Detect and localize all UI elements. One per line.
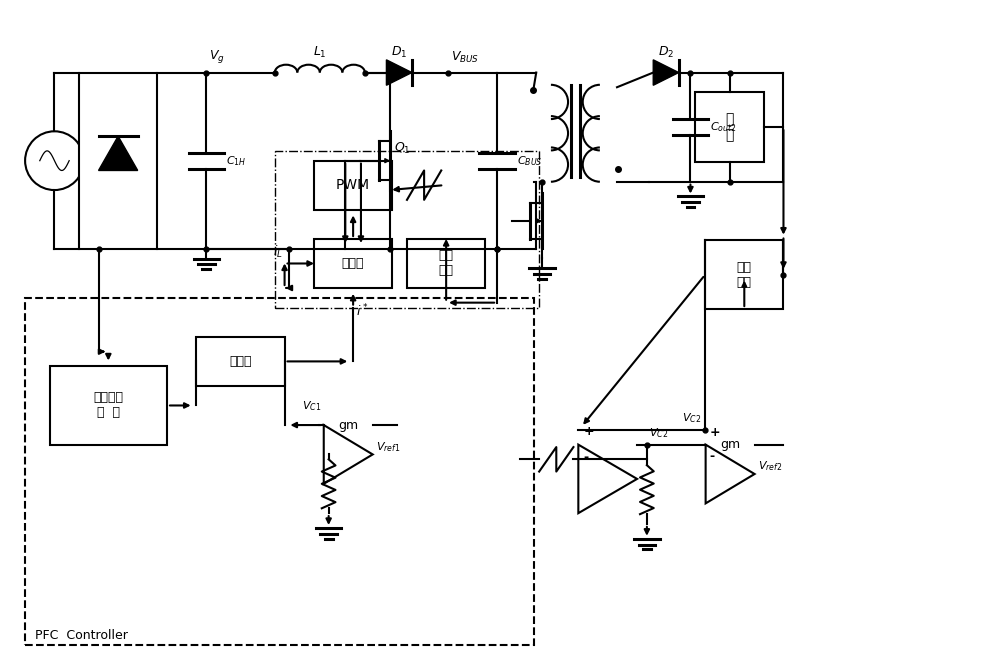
Text: gm: gm <box>338 419 358 432</box>
Text: $C_{BUS}$: $C_{BUS}$ <box>517 154 542 167</box>
Text: $i_L$: $i_L$ <box>273 243 283 259</box>
Text: 电流环: 电流环 <box>342 257 364 270</box>
Text: -: - <box>710 450 715 463</box>
Text: $V_{C1}$: $V_{C1}$ <box>302 400 321 414</box>
Text: 负
载: 负 载 <box>725 112 734 142</box>
Bar <box>314 161 392 209</box>
Polygon shape <box>324 425 373 484</box>
Polygon shape <box>706 445 755 504</box>
Text: $V_{C2}$: $V_{C2}$ <box>649 426 668 440</box>
Text: +: + <box>583 426 594 438</box>
Text: $C_{out2}$: $C_{out2}$ <box>710 120 737 134</box>
Bar <box>196 337 285 386</box>
Text: $D_2$: $D_2$ <box>658 45 674 60</box>
Text: $L_1$: $L_1$ <box>313 45 327 60</box>
Bar <box>314 239 392 288</box>
Bar <box>275 151 539 307</box>
Text: $V_{ref2}$: $V_{ref2}$ <box>758 460 782 473</box>
Text: 电压
采样: 电压 采样 <box>737 261 752 289</box>
Text: $V_{C2}$: $V_{C2}$ <box>682 412 701 425</box>
Text: +: + <box>710 426 720 440</box>
Text: $V_{ref1}$: $V_{ref1}$ <box>376 440 400 454</box>
Bar <box>25 297 534 646</box>
Text: $i^*$: $i^*$ <box>356 303 368 319</box>
Text: PFC  Controller: PFC Controller <box>35 630 128 642</box>
Polygon shape <box>578 445 637 513</box>
Text: 输入电压
前  馈: 输入电压 前 馈 <box>93 392 123 420</box>
Text: $C_{1H}$: $C_{1H}$ <box>226 154 246 167</box>
Text: $Q_1$: $Q_1$ <box>394 141 411 156</box>
Bar <box>79 73 157 249</box>
Polygon shape <box>99 136 138 171</box>
Polygon shape <box>386 60 412 85</box>
Text: $V_g$: $V_g$ <box>209 48 225 65</box>
Text: 电压环: 电压环 <box>229 355 252 368</box>
Polygon shape <box>653 60 679 85</box>
Text: $V_{BUS}$: $V_{BUS}$ <box>451 49 479 65</box>
Bar <box>705 241 783 309</box>
Text: PWM: PWM <box>336 178 370 192</box>
Text: $D_1$: $D_1$ <box>391 45 407 60</box>
Text: gm: gm <box>720 438 740 451</box>
Bar <box>50 366 167 445</box>
Text: 电压
采样: 电压 采样 <box>439 249 454 277</box>
Bar <box>407 239 485 288</box>
Bar <box>695 92 764 162</box>
Text: -: - <box>583 451 588 464</box>
